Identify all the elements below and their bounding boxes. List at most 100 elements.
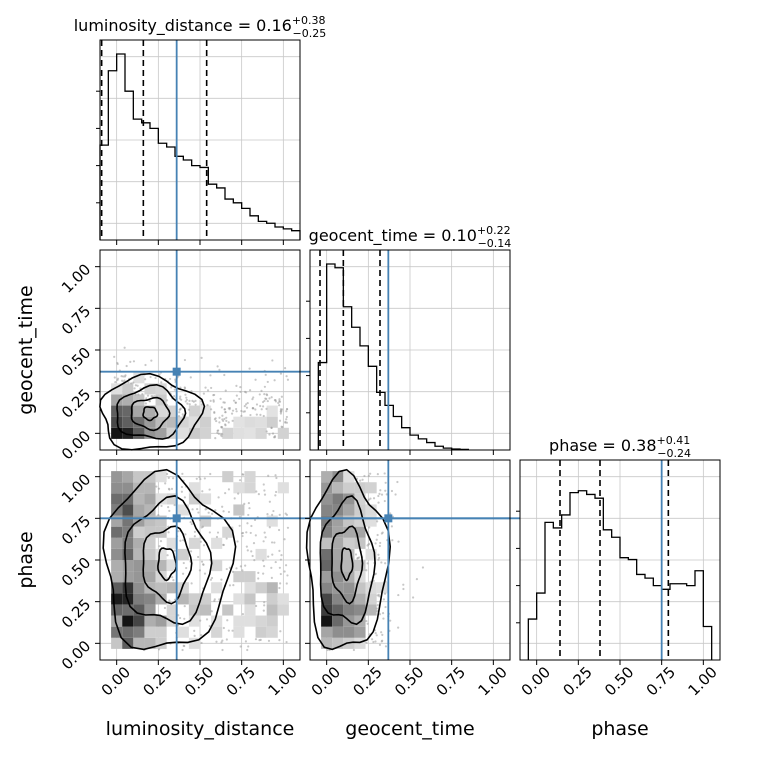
density-cell	[365, 482, 377, 494]
sample-point	[218, 368, 221, 372]
density-cell	[155, 471, 167, 483]
sample-point	[200, 356, 203, 359]
sample-point	[225, 567, 228, 571]
sample-point	[132, 360, 136, 363]
sample-point	[390, 525, 394, 528]
sample-point	[144, 363, 147, 367]
x-tick-label: 0.75	[433, 663, 469, 699]
density-cell	[343, 526, 355, 538]
density-cell	[321, 482, 333, 494]
density-cell	[343, 582, 355, 594]
density-cell	[332, 615, 344, 627]
density-cell	[166, 582, 178, 594]
truth-marker	[172, 367, 181, 376]
density-cell	[354, 537, 366, 549]
x-tick-label: 1.00	[474, 663, 510, 699]
density-cell	[188, 615, 200, 627]
title-upper-error: +0.38	[292, 14, 326, 27]
density-cell	[244, 604, 256, 616]
sample-point	[372, 640, 375, 644]
panel-title-luminosity_distance: luminosity_distance = 0.16+0.38 −0.25	[74, 14, 327, 40]
sample-point	[283, 570, 286, 573]
sample-point	[204, 386, 207, 389]
sample-point	[246, 522, 249, 525]
sample-point	[377, 553, 380, 556]
sample-point	[224, 410, 227, 414]
density-cell	[343, 537, 355, 549]
title-upper-error: +0.41	[657, 434, 691, 447]
sample-point	[179, 539, 182, 542]
density-cell	[188, 537, 200, 549]
sample-point	[377, 494, 380, 498]
sample-point	[200, 560, 204, 563]
density-cell	[111, 383, 123, 395]
sample-point	[258, 393, 261, 396]
sample-point	[223, 417, 226, 421]
sample-point	[202, 563, 205, 566]
density-cell	[166, 405, 178, 417]
sample-point	[201, 525, 205, 528]
sample-point	[167, 531, 170, 534]
density-cell	[354, 582, 366, 594]
density-cell	[200, 405, 212, 417]
sample-point	[380, 561, 383, 564]
sample-point	[124, 374, 127, 377]
sample-point	[246, 549, 249, 552]
sample-point	[122, 375, 125, 378]
contour-line	[102, 468, 237, 651]
density-cell	[266, 515, 278, 527]
sample-point	[384, 605, 387, 609]
panel-frame	[99, 249, 301, 451]
x-tick-label: 0.50	[181, 663, 217, 699]
sample-point	[245, 545, 248, 548]
density-cell	[133, 560, 145, 572]
density-cell	[133, 604, 145, 616]
sample-point	[215, 419, 218, 423]
sample-point	[365, 619, 368, 623]
sample-point	[240, 414, 243, 417]
density-cell	[144, 405, 156, 417]
sample-point	[263, 604, 266, 607]
sample-point	[170, 487, 174, 490]
sample-point	[266, 513, 269, 516]
sample-point	[212, 393, 215, 397]
sample-point	[254, 408, 257, 411]
density-cell	[354, 493, 366, 505]
sample-point	[195, 477, 198, 480]
density-cell	[133, 615, 145, 627]
sample-point	[415, 578, 418, 581]
sample-point	[273, 541, 276, 544]
sample-point	[244, 391, 248, 394]
y-tick-label: 0.00	[58, 637, 94, 673]
sample-point	[179, 386, 182, 389]
contour-line	[305, 468, 392, 651]
density-cell	[365, 515, 377, 527]
x-tick-label: 0.00	[98, 663, 134, 699]
density-cell	[354, 515, 366, 527]
sample-point	[279, 582, 282, 585]
sample-point	[136, 384, 139, 387]
sample-point	[221, 414, 224, 417]
sample-point	[363, 474, 366, 478]
sample-point	[259, 413, 262, 417]
sample-point	[157, 513, 160, 517]
sample-point	[197, 555, 200, 559]
sample-point	[266, 399, 269, 403]
contour-line	[319, 495, 376, 626]
sample-point	[235, 567, 238, 570]
sample-point	[274, 490, 278, 494]
sample-point	[149, 375, 152, 379]
sample-point	[383, 592, 387, 595]
contour-line	[124, 495, 213, 626]
sample-point	[374, 542, 377, 545]
sample-point	[247, 513, 250, 517]
density-cell	[144, 416, 156, 428]
density-cell	[332, 560, 344, 572]
density-cell	[244, 593, 256, 605]
sample-point	[367, 474, 370, 477]
sample-point	[173, 549, 176, 552]
sample-point	[224, 492, 227, 495]
density-cell	[332, 482, 344, 494]
sample-point	[214, 509, 217, 512]
sample-point	[210, 576, 214, 580]
